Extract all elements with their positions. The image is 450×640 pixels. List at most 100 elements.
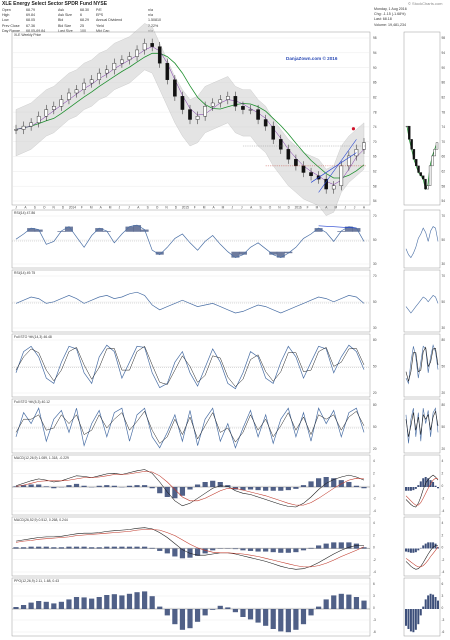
- mini-macd-line: [405, 546, 439, 568]
- histogram-bar: [149, 596, 155, 609]
- candle-body: [44, 109, 49, 117]
- mini-histogram-bar: [417, 609, 420, 625]
- histogram-bar: [210, 480, 216, 487]
- quote-date: Monday, 1 Aug 2016: [374, 7, 407, 11]
- histogram-bar: [202, 548, 208, 554]
- x-tick-label: N: [278, 206, 281, 210]
- y-tick-label: 30: [373, 326, 377, 330]
- candle-body: [278, 139, 283, 150]
- candle-body: [120, 59, 124, 64]
- mini-y-tick-label: 86: [442, 81, 446, 85]
- histogram-bar: [142, 591, 148, 609]
- x-tick-label: A: [137, 206, 140, 210]
- y-tick-label: -4: [373, 509, 376, 513]
- candle-body: [339, 165, 344, 186]
- macd-line: [15, 469, 365, 508]
- mini-y-tick-label: 6: [442, 582, 444, 586]
- mini-histogram-bar: [419, 481, 422, 487]
- histogram-bar: [255, 609, 261, 623]
- quote-value: n/a: [148, 13, 153, 18]
- panel-label: RSI(14) 47.86: [14, 211, 35, 215]
- histogram-bar: [255, 487, 261, 491]
- mini-histogram-bar: [405, 609, 407, 626]
- x-tick-label: O: [269, 206, 272, 210]
- mini-y-tick-label: 2: [442, 472, 444, 476]
- histogram-bar: [278, 548, 284, 553]
- mini-macd-line: [405, 545, 438, 570]
- histogram-bar: [278, 487, 284, 491]
- mini-y-tick-label: 3: [442, 594, 444, 598]
- macd-line: [15, 471, 365, 506]
- x-tick-label: D: [175, 206, 178, 210]
- overbought-fill: [133, 225, 142, 232]
- quote-value: 68.05: [26, 18, 35, 23]
- histogram-bar: [126, 593, 133, 609]
- quote-label: Ask: [58, 8, 64, 12]
- y-tick-label: 58: [373, 184, 377, 188]
- mini-candle-body: [408, 125, 411, 140]
- y-tick-label: 4: [373, 521, 375, 525]
- mini-histogram-bar: [409, 609, 412, 632]
- histogram-bar: [285, 487, 291, 491]
- histogram-bar: [104, 485, 110, 487]
- histogram-bar: [172, 487, 178, 499]
- divergence-line: [318, 225, 357, 229]
- candle-body: [82, 82, 86, 90]
- y-tick-label: -2: [373, 497, 376, 501]
- histogram-bar: [300, 609, 307, 625]
- mini-candle-body: [419, 172, 423, 176]
- x-tick-label: J: [344, 206, 346, 210]
- overbought-fill: [314, 228, 323, 232]
- quote-value: 68.05-69.84: [26, 28, 46, 33]
- mini-histogram-bar: [405, 487, 407, 491]
- histogram-bar: [285, 609, 291, 633]
- quote-col-5: P/E EPS Annual Dividend Yield Mkt Cap: [96, 8, 122, 34]
- histogram-bar: [66, 485, 72, 487]
- mini-y-tick-label: 54: [442, 199, 446, 203]
- histogram-bar: [66, 546, 72, 549]
- quote-label: Open: [2, 8, 11, 12]
- mini-histogram-bar: [424, 543, 427, 549]
- y-tick-label: 50: [373, 300, 377, 304]
- candle-body: [347, 155, 351, 167]
- indicator-line: [15, 407, 365, 449]
- mini-histogram-bar: [422, 478, 425, 487]
- quote-label: Bid: [58, 18, 64, 23]
- mini-histogram-bar: [429, 593, 432, 609]
- quote-volume: Volume: 19,481,234: [374, 22, 406, 27]
- indicator-line: [15, 291, 365, 314]
- histogram-bar: [217, 482, 223, 487]
- mini-y-tick-label: 80: [442, 403, 446, 407]
- histogram-bar: [36, 484, 42, 487]
- mini-histogram-bar: [437, 487, 439, 489]
- panel-label: Full STO %K(5,3) 40.12: [14, 400, 50, 404]
- mini-y-tick-label: 0: [442, 546, 444, 550]
- mini-histogram-bar: [414, 487, 417, 489]
- mini-y-tick-label: 66: [442, 155, 446, 159]
- histogram-bar: [36, 546, 42, 549]
- histogram-bar: [119, 595, 125, 609]
- x-tick-label: S: [147, 206, 149, 210]
- mini-histogram-bar: [432, 542, 435, 549]
- quote-value: 1.50810: [148, 18, 161, 23]
- oversold-fill: [269, 251, 278, 255]
- candle-body: [29, 122, 33, 127]
- x-tick-label: 2014: [69, 206, 76, 210]
- histogram-bar: [126, 485, 133, 487]
- mini-y-tick-label: 70: [442, 274, 446, 278]
- indicator-line: [15, 345, 365, 387]
- y-tick-label: 2: [373, 533, 375, 537]
- mini-y-tick-label: 30: [442, 326, 446, 330]
- mini-y-tick-label: -4: [442, 509, 445, 513]
- panel-frame: [11, 209, 371, 269]
- histogram-bar: [13, 607, 19, 609]
- overbought-fill: [352, 228, 361, 232]
- candle-body: [173, 79, 177, 97]
- quote-col-3: Ask Ask Size Bid Bid Size Last Size: [58, 8, 73, 34]
- y-tick-label: -3: [373, 618, 376, 622]
- mini-histogram-bar: [407, 609, 410, 629]
- histogram-bar: [361, 547, 367, 549]
- x-tick-label: N: [165, 206, 168, 210]
- candle-body: [74, 89, 79, 94]
- candle-body: [294, 159, 298, 167]
